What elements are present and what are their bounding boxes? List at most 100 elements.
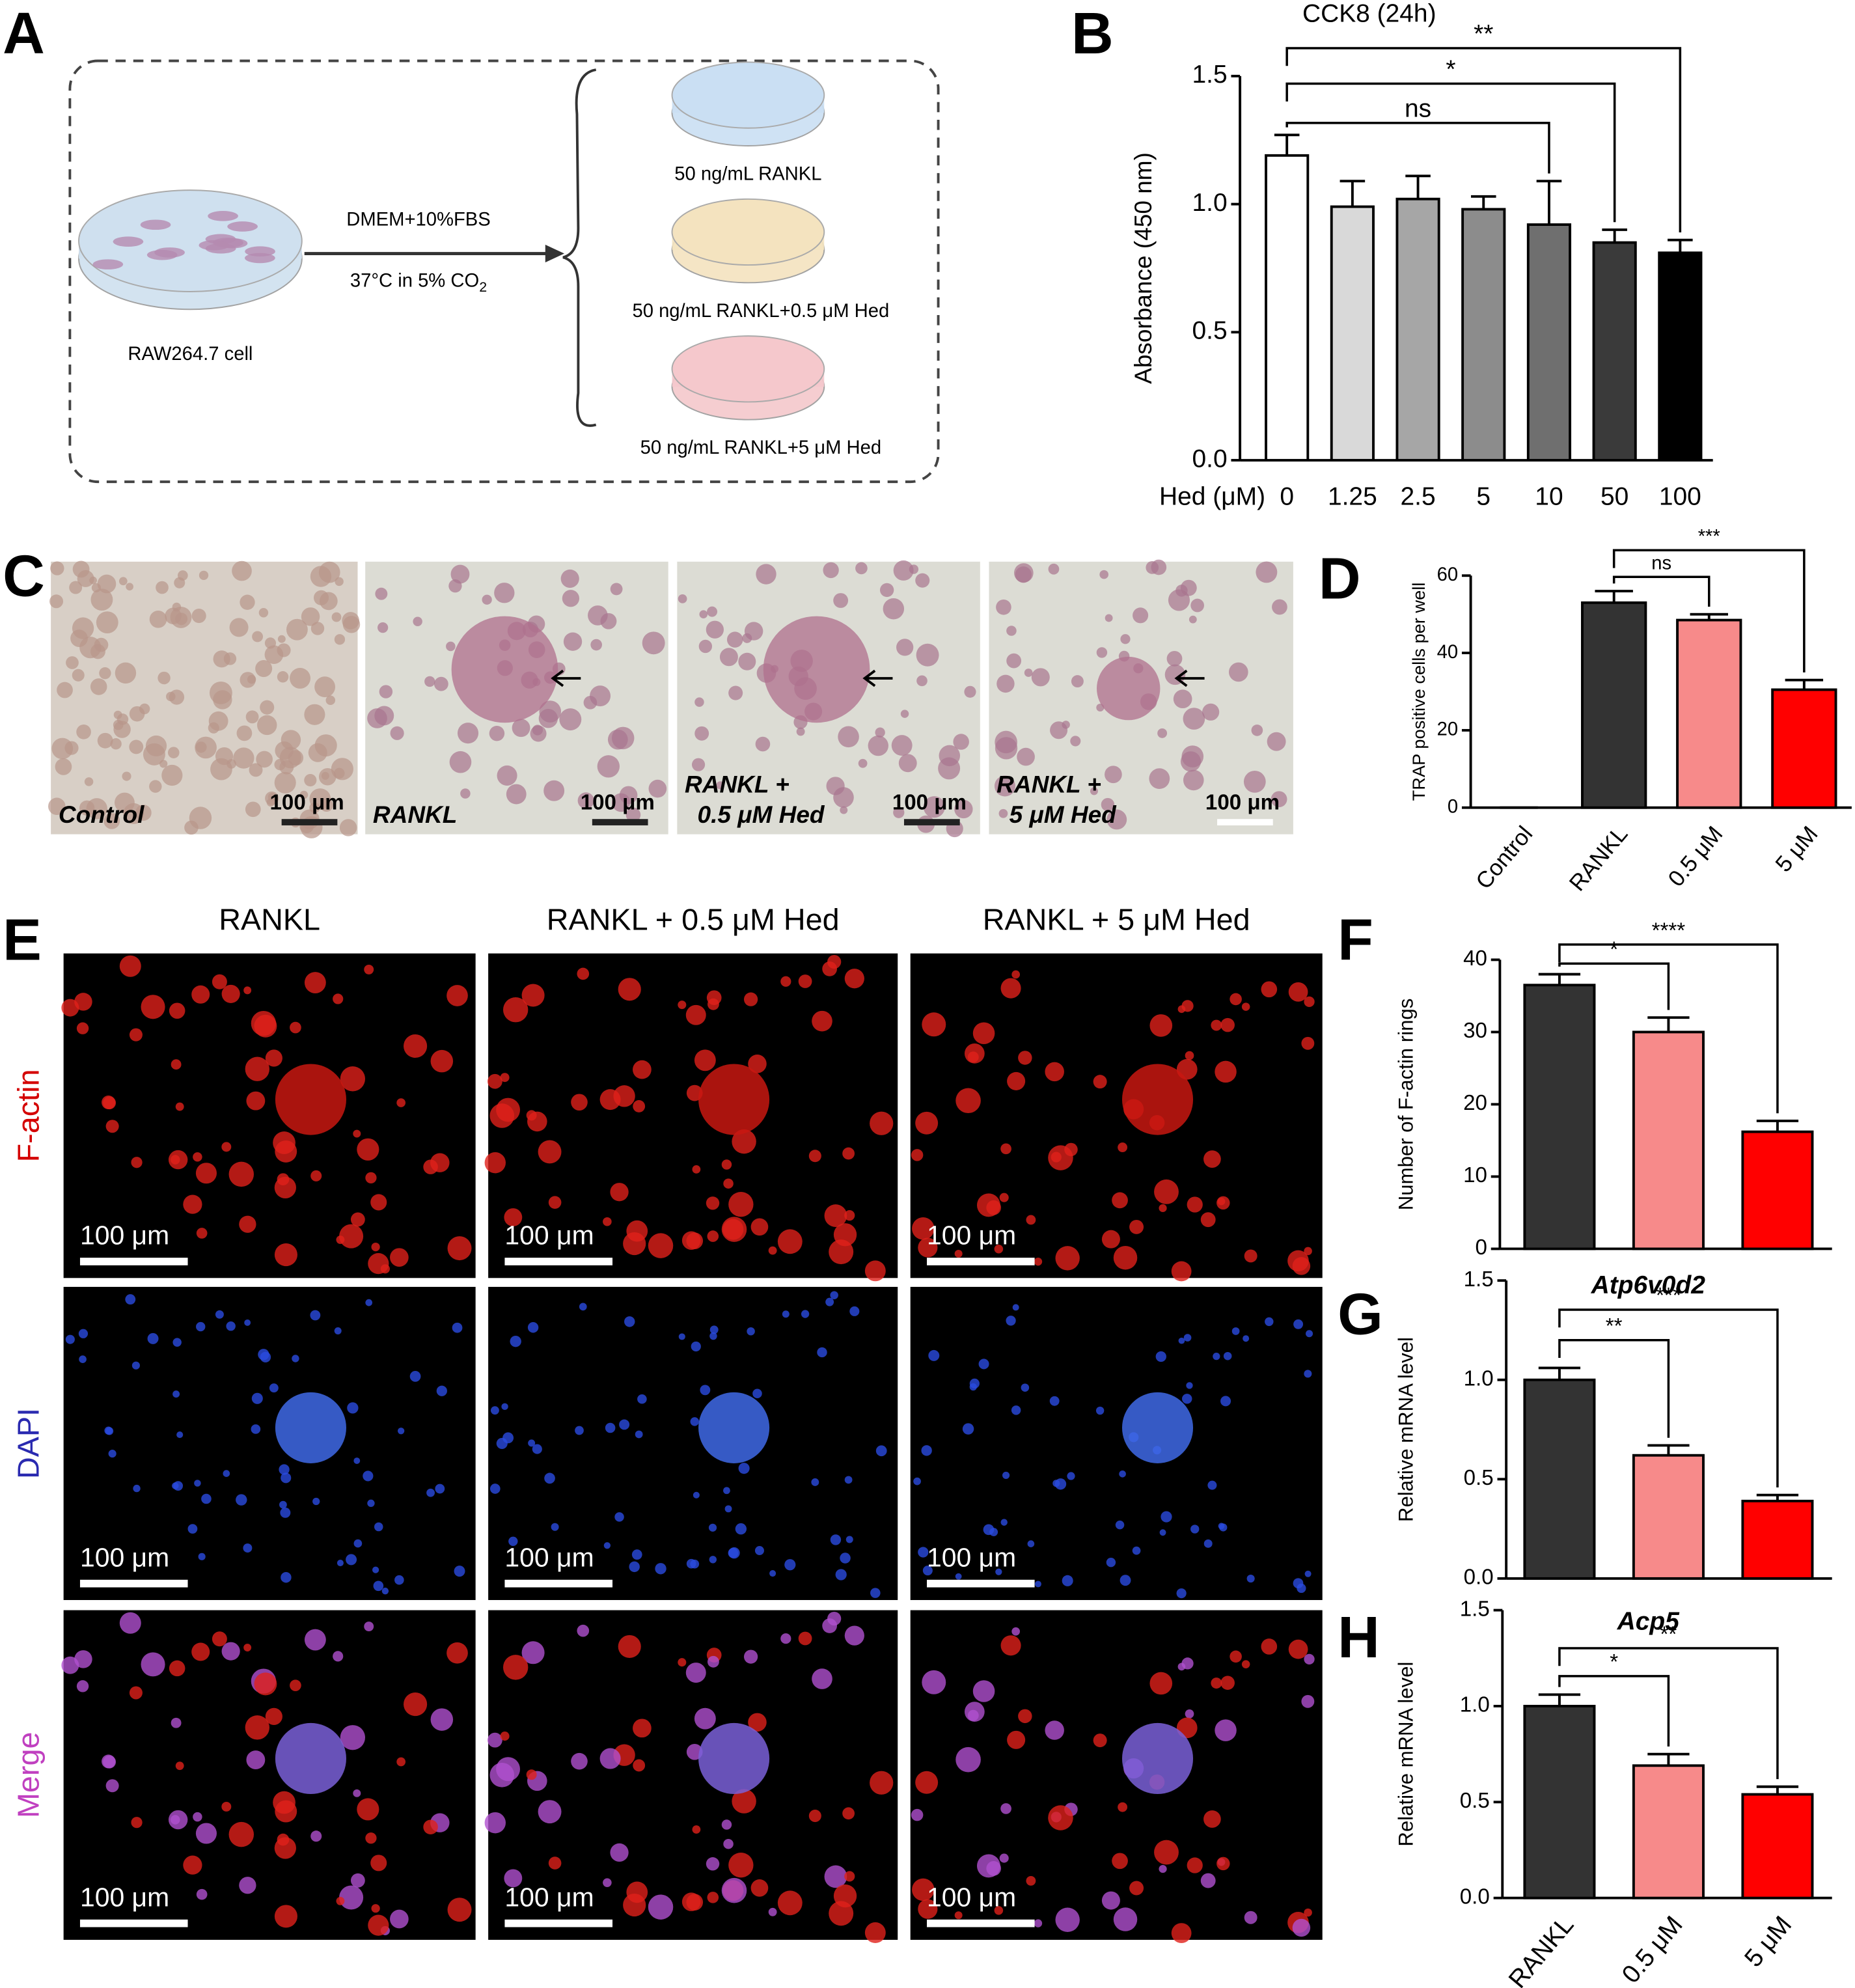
cell-signal (1293, 1319, 1304, 1329)
bar (1592, 241, 1637, 462)
cell-signal (251, 1392, 263, 1404)
y-axis-label: Relative mRNA level (1394, 1662, 1417, 1847)
cell-signal (221, 1642, 240, 1661)
cell-texture (335, 577, 344, 587)
cell-texture (588, 605, 608, 626)
cell-texture (208, 711, 228, 731)
cell-texture (448, 579, 462, 593)
cell-signal (78, 1329, 89, 1338)
cell-signal (228, 1821, 254, 1847)
osteoclast (275, 1722, 346, 1795)
significance-label: ** (1660, 1622, 1677, 1646)
cell-signal (1200, 1873, 1216, 1888)
cell-signal (690, 1417, 699, 1426)
cell-signal (830, 1291, 838, 1299)
cell-signal (426, 1488, 435, 1497)
cell-signal (842, 1807, 855, 1820)
cell-signal (1112, 1853, 1128, 1870)
cell-texture (48, 797, 66, 816)
cell-signal (610, 1183, 629, 1202)
y-axis-label: Relative mRNA level (1394, 1337, 1417, 1522)
brace (562, 68, 597, 427)
cell-signal (918, 1547, 929, 1558)
cell-signal (1292, 1257, 1311, 1275)
panel-label: D (1319, 546, 1361, 611)
cell-signal (692, 1165, 701, 1174)
cell-signal (655, 1563, 666, 1575)
cell-signal (752, 1388, 762, 1399)
cell-signal (196, 1228, 208, 1239)
chart-title: CCK8 (24h) (1302, 0, 1436, 28)
cell-signal (1304, 1653, 1315, 1664)
cell-signal (131, 1817, 143, 1829)
cell-signal (105, 1120, 119, 1133)
cell-signal (183, 1855, 202, 1875)
cell-signal (728, 1853, 754, 1878)
cell-signal (864, 1922, 886, 1943)
cell-signal (1159, 1529, 1166, 1536)
cell-signal (1118, 1142, 1128, 1152)
cell-texture (611, 726, 635, 750)
scale-bar-label: 100 μm (1205, 791, 1280, 815)
cell-signal (700, 1385, 711, 1396)
cell-texture (304, 704, 325, 725)
cell-signal (915, 1771, 939, 1794)
cell-texture (158, 671, 171, 685)
cell-signal (521, 984, 545, 1007)
cell-signal (526, 1110, 537, 1121)
cell-signal (1230, 993, 1242, 1006)
y-tick-label: 60 (1437, 564, 1458, 585)
cell-signal (223, 1470, 230, 1477)
cell-texture (1071, 675, 1084, 688)
cell-signal (488, 1732, 502, 1748)
cell-signal (1149, 1672, 1173, 1695)
cell-signal (1011, 1405, 1021, 1415)
cell-signal (339, 1885, 364, 1910)
osteoclast (1097, 656, 1161, 721)
scale-bar-label: 100 μm (927, 1221, 1016, 1250)
x-tick-label: Control (1471, 821, 1538, 894)
cell-signal (364, 1622, 374, 1632)
osteoclast (698, 1064, 770, 1135)
cell-signal (777, 1890, 803, 1916)
cell-texture (378, 622, 389, 633)
cell-texture (161, 764, 183, 786)
significance-bracket (1558, 962, 1670, 1010)
cell-signal (614, 1512, 624, 1522)
cell-texture (915, 573, 930, 588)
fluorescence-image (910, 953, 1323, 1278)
bar (1523, 984, 1596, 1250)
cell-texture (433, 676, 448, 691)
treatment-dish (671, 335, 825, 403)
cell-signal (365, 1172, 377, 1184)
cell-signal (1159, 1204, 1167, 1213)
cell-signal (1244, 1249, 1257, 1263)
cell-signal (372, 1566, 379, 1573)
scale-bar-label: 100 μm (927, 1882, 1016, 1912)
cell-signal (435, 1484, 445, 1494)
cell-signal (381, 1587, 389, 1595)
cell-signal (436, 1385, 447, 1396)
cell-signal (74, 1650, 92, 1668)
y-tick-label: 1.0 (1460, 1693, 1490, 1717)
cell-signal (827, 954, 842, 969)
cell-signal (103, 1096, 117, 1110)
cell-signal (133, 1484, 141, 1493)
cell-texture (1015, 566, 1032, 583)
cell-signal (721, 1877, 747, 1903)
cell-signal (521, 1641, 545, 1664)
cell-signal (1062, 1575, 1073, 1586)
cell-signal (365, 1832, 377, 1844)
cell-signal (245, 1715, 269, 1740)
cell-signal (1000, 1635, 1021, 1656)
cell-signal (396, 1098, 406, 1107)
scale-bar (281, 819, 338, 825)
significance-label: **** (1652, 918, 1686, 943)
cell-signal (964, 1043, 985, 1064)
cell-signal (999, 1853, 1009, 1863)
cell-signal (750, 1879, 769, 1897)
cell-texture (1048, 563, 1060, 575)
cell-texture (994, 775, 1015, 797)
cell-signal (496, 1757, 521, 1782)
cell-signal (870, 1111, 894, 1135)
